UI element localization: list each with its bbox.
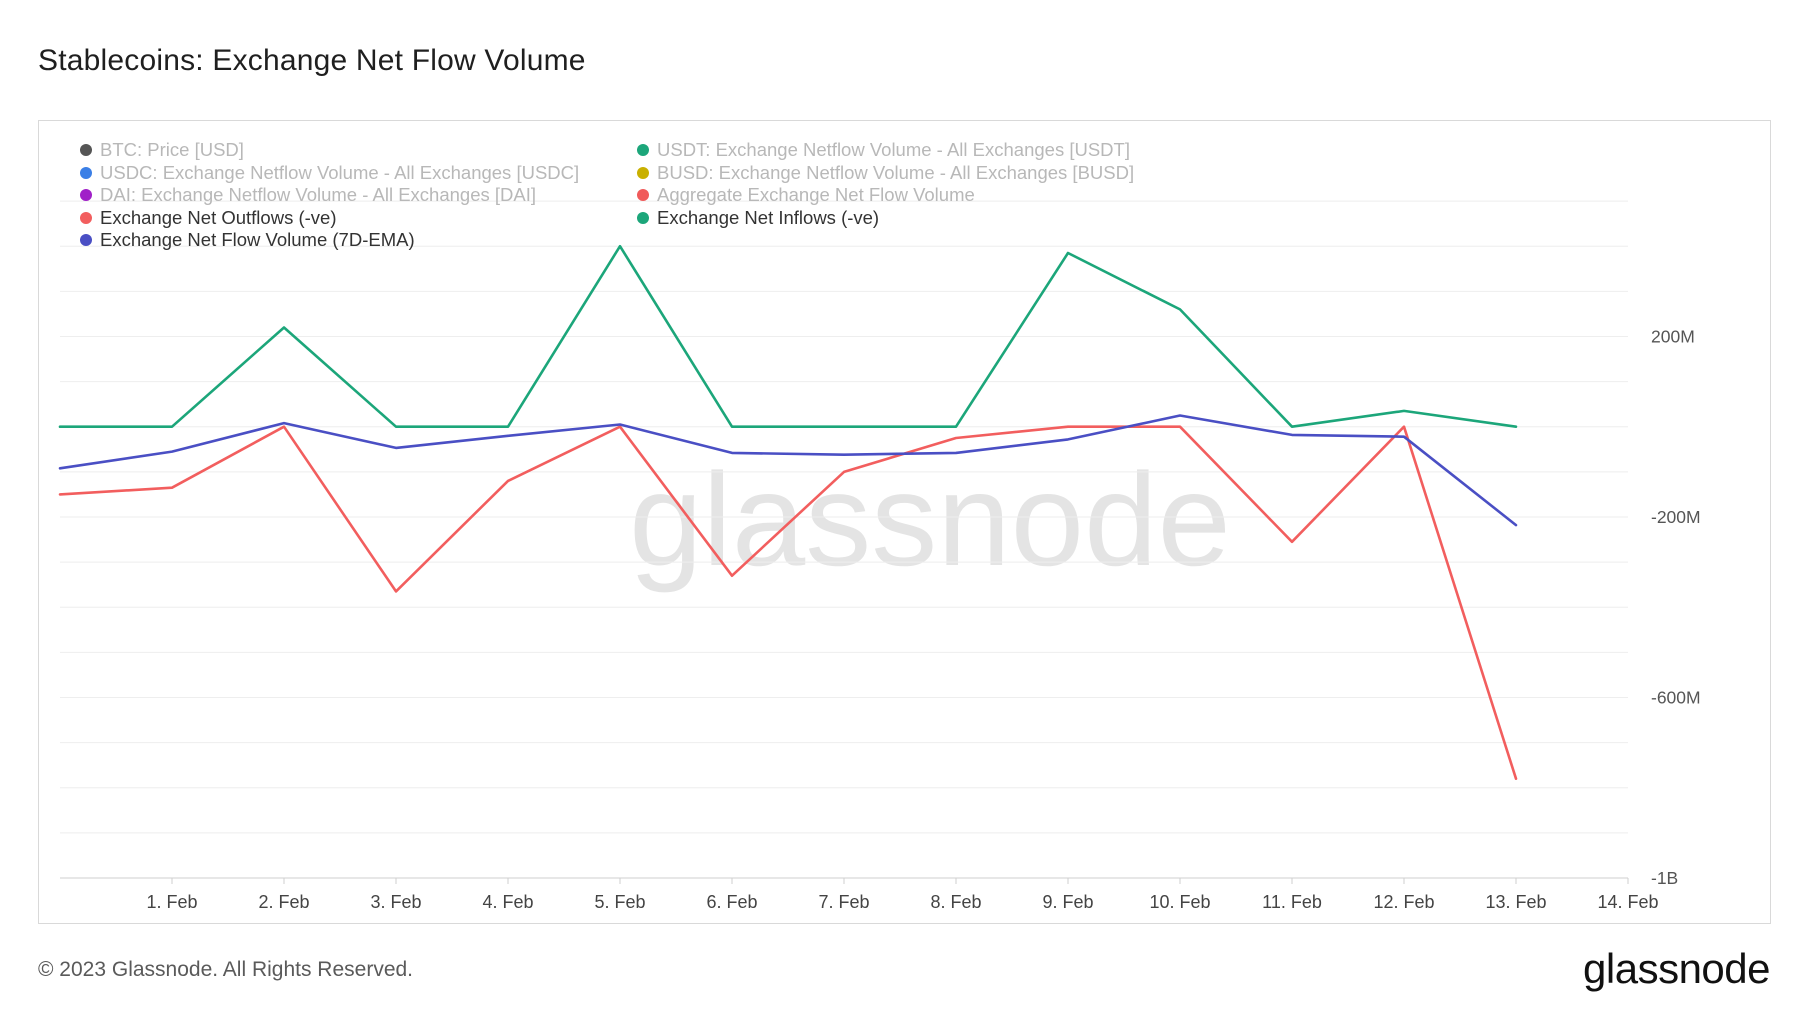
x-tick-label: 4. Feb <box>482 892 533 912</box>
legend-marker-icon <box>80 234 92 246</box>
x-tick-label: 14. Feb <box>1597 892 1658 912</box>
series-lines <box>58 244 1518 781</box>
x-tick-label: 12. Feb <box>1373 892 1434 912</box>
y-tick-label: -1B <box>1651 868 1678 888</box>
axes: 200M -200M -600M -1B 1. Feb 2. Feb 3. Feb 4. Fe… <box>146 326 1700 912</box>
chart-title: Stablecoins: Exchange Net Flow Volume <box>38 44 586 77</box>
legend-label: Exchange Net Outflows (-ve) <box>100 206 337 228</box>
watermark: glassnode <box>629 446 1231 593</box>
legend-item[interactable]: Exchange Net Inflows (-ve) <box>637 207 879 229</box>
legend-marker-icon <box>637 211 649 224</box>
grid <box>60 200 1628 879</box>
legend-label: Aggregate Exchange Net Flow Volume <box>657 184 975 205</box>
legend-marker-icon <box>637 189 649 201</box>
legend-item[interactable]: USDT: Exchange Netflow Volume - All Exch… <box>637 139 1130 161</box>
legend-label: USDT: Exchange Netflow Volume - All Exch… <box>657 139 1130 160</box>
legend-marker-icon <box>80 211 92 224</box>
legend-marker-icon <box>637 166 649 179</box>
x-tick-label: 7. Feb <box>818 892 869 912</box>
x-tick-label: 8. Feb <box>930 892 981 912</box>
copyright-footer: © 2023 Glassnode. All Rights Reserved. <box>38 958 414 981</box>
x-tick-label: 2. Feb <box>258 892 309 912</box>
legend-marker-icon <box>80 166 92 179</box>
legend-label: DAI: Exchange Netflow Volume - All Excha… <box>100 184 536 205</box>
legend-marker-icon <box>80 144 92 156</box>
y-tick-label: 200M <box>1651 326 1695 346</box>
series-line-exchange-net-outflows-ve[interactable] <box>58 425 1518 781</box>
legend-item[interactable]: Aggregate Exchange Net Flow Volume <box>637 184 975 206</box>
legend-item[interactable]: Exchange Net Outflows (-ve) <box>80 207 336 229</box>
legend-label: Exchange Net Flow Volume (7D-EMA) <box>100 229 415 250</box>
x-tick-label: 6. Feb <box>706 892 757 912</box>
x-tick-label: 10. Feb <box>1149 892 1210 912</box>
series-line-exchange-net-inflows-ve[interactable] <box>58 244 1518 429</box>
series-line-exchange-net-flow-volume-7d-ema[interactable] <box>58 414 1518 527</box>
legend-item[interactable]: BUSD: Exchange Netflow Volume - All Exch… <box>637 162 1134 184</box>
x-tick-label: 5. Feb <box>594 892 645 912</box>
x-tick-label: 3. Feb <box>370 892 421 912</box>
legend-label: USDC: Exchange Netflow Volume - All Exch… <box>100 161 580 183</box>
legend-item[interactable]: USDC: Exchange Netflow Volume - All Exch… <box>80 162 579 184</box>
legend-label: BUSD: Exchange Netflow Volume - All Exch… <box>657 161 1135 183</box>
y-tick-label: -200M <box>1651 507 1701 527</box>
legend-item[interactable]: Exchange Net Flow Volume (7D-EMA) <box>80 229 415 251</box>
chart-frame <box>38 120 1771 924</box>
x-tick-label: 11. Feb <box>1262 892 1322 912</box>
x-tick-label: 9. Feb <box>1042 892 1093 912</box>
legend-label: BTC: Price [USD] <box>100 139 244 160</box>
legend-label: Exchange Net Inflows (-ve) <box>657 206 880 228</box>
x-tick-label: 13. Feb <box>1485 892 1546 912</box>
legend-marker-icon <box>80 189 92 201</box>
y-tick-label: -600M <box>1651 687 1701 707</box>
legend-item[interactable]: DAI: Exchange Netflow Volume - All Excha… <box>80 184 536 206</box>
legend-marker-icon <box>637 144 649 156</box>
x-tick-label: 1. Feb <box>146 892 197 912</box>
legend-item[interactable]: BTC: Price [USD] <box>80 139 244 161</box>
glassnode-logo[interactable]: glassnode <box>1583 945 1770 992</box>
